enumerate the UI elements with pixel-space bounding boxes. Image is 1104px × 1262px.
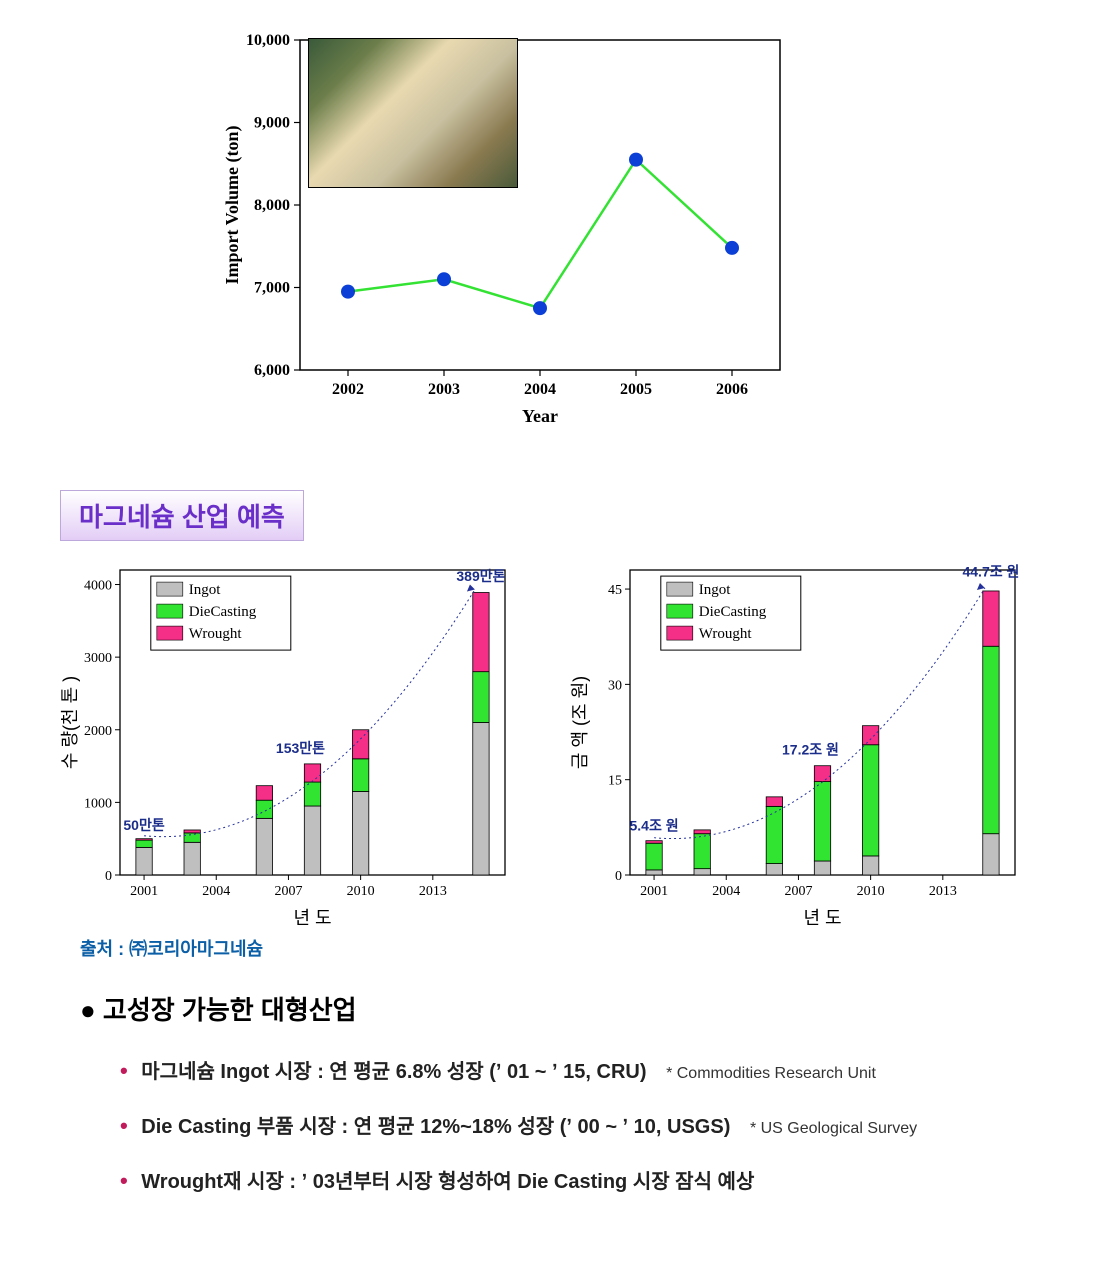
stacked-left-svg: 0 1000 2000 3000 4000 2001 2004 2007 2010 2013 50만… [60,560,520,930]
svg-text:금 액 (조 원): 금 액 (조 원) [570,676,590,769]
svg-text:2010: 2010 [347,884,375,899]
svg-text:2007: 2007 [274,884,302,899]
svg-text:2013: 2013 [419,884,447,899]
svg-text:DieCasting: DieCasting [699,604,767,620]
svg-text:10,000: 10,000 [246,32,290,49]
source-label: 출처 : [80,939,124,959]
svg-text:2002: 2002 [332,381,364,398]
svg-text:389만톤: 389만톤 [456,568,505,584]
svg-text:6,000: 6,000 [254,362,290,379]
svg-text:45: 45 [608,583,622,598]
svg-text:50만톤: 50만톤 [123,817,164,833]
svg-text:Import Volume (ton): Import Volume (ton) [222,125,243,284]
stacked-value-chart: 0 15 30 45 2001 2004 2007 2010 2013 5.4조 원 17.2조 원… [570,560,1030,930]
source-value: ㈜코리아마그네슘 [129,939,263,959]
inset-photo [308,38,518,188]
svg-text:Year: Year [522,406,558,426]
svg-text:153만톤: 153만톤 [276,740,325,756]
svg-text:0: 0 [105,869,112,884]
svg-text:Ingot: Ingot [189,582,221,598]
svg-text:0: 0 [615,869,622,884]
svg-text:2006: 2006 [716,381,748,398]
bullet-sub-2-text: Die Casting 부품 시장 : 연 평균 12%~18% 성장 (ʼ 0… [141,1116,730,1138]
svg-text:Wrought: Wrought [699,626,753,642]
bullet-sub-3-text: Wrought재 시장 : ʼ 03년부터 시장 형성하여 Die Castin… [141,1171,754,1193]
import-volume-line-chart: 6,000 7,000 8,000 9,000 10,000 2002 2003 2004 20… [220,30,800,430]
svg-text:2001: 2001 [130,884,158,899]
svg-text:15: 15 [608,774,622,789]
section-title: 마그네슘 산업 예측 [60,490,304,541]
svg-text:2000: 2000 [84,724,112,739]
stacked-right-svg: 0 15 30 45 2001 2004 2007 2010 2013 5.4조 원 17.2조 원… [570,560,1030,930]
svg-text:17.2조 원: 17.2조 원 [782,741,839,757]
svg-text:2003: 2003 [428,381,460,398]
svg-text:2004: 2004 [202,884,230,899]
svg-text:2013: 2013 [929,884,957,899]
svg-text:2005: 2005 [620,381,652,398]
bullet-main: ● 고성장 가능한 대형산업 [80,990,357,1027]
svg-text:44.7조 원: 44.7조 원 [962,563,1019,579]
svg-text:1000: 1000 [84,796,112,811]
source-line: 출처 : ㈜코리아마그네슘 [80,935,263,961]
svg-text:수 량(천 톤 ): 수 량(천 톤 ) [60,676,80,769]
bullet-sub-2-note: * US Geological Survey [750,1120,917,1137]
bullet-sub-2: Die Casting 부품 시장 : 연 평균 12%~18% 성장 (ʼ 0… [120,1110,917,1139]
bullet-sub-1: 마그네슘 Ingot 시장 : 연 평균 6.8% 성장 (ʼ 01 ~ ʼ 1… [120,1055,876,1084]
svg-text:9,000: 9,000 [254,115,290,132]
bullet-sub-1-note: * Commodities Research Unit [666,1065,876,1082]
svg-text:2004: 2004 [524,381,556,398]
svg-text:3000: 3000 [84,651,112,666]
svg-text:5.4조 원: 5.4조 원 [630,818,679,834]
svg-text:DieCasting: DieCasting [189,604,257,620]
bullet-sub-1-text: 마그네슘 Ingot 시장 : 연 평균 6.8% 성장 (ʼ 01 ~ ʼ 1… [141,1061,646,1083]
svg-text:년 도: 년 도 [293,908,331,928]
svg-text:4000: 4000 [84,579,112,594]
stacked-volume-chart: 0 1000 2000 3000 4000 2001 2004 2007 2010 2013 50만… [60,560,520,930]
svg-text:7,000: 7,000 [254,280,290,297]
svg-text:30: 30 [608,678,622,693]
bullet-sub-3: Wrought재 시장 : ʼ 03년부터 시장 형성하여 Die Castin… [120,1165,768,1194]
svg-text:2001: 2001 [640,884,668,899]
svg-text:2007: 2007 [784,884,812,899]
svg-text:2004: 2004 [712,884,740,899]
svg-text:Wrought: Wrought [189,626,243,642]
svg-text:2010: 2010 [857,884,885,899]
svg-text:8,000: 8,000 [254,197,290,214]
svg-text:Ingot: Ingot [699,582,731,598]
svg-text:년 도: 년 도 [803,908,841,928]
